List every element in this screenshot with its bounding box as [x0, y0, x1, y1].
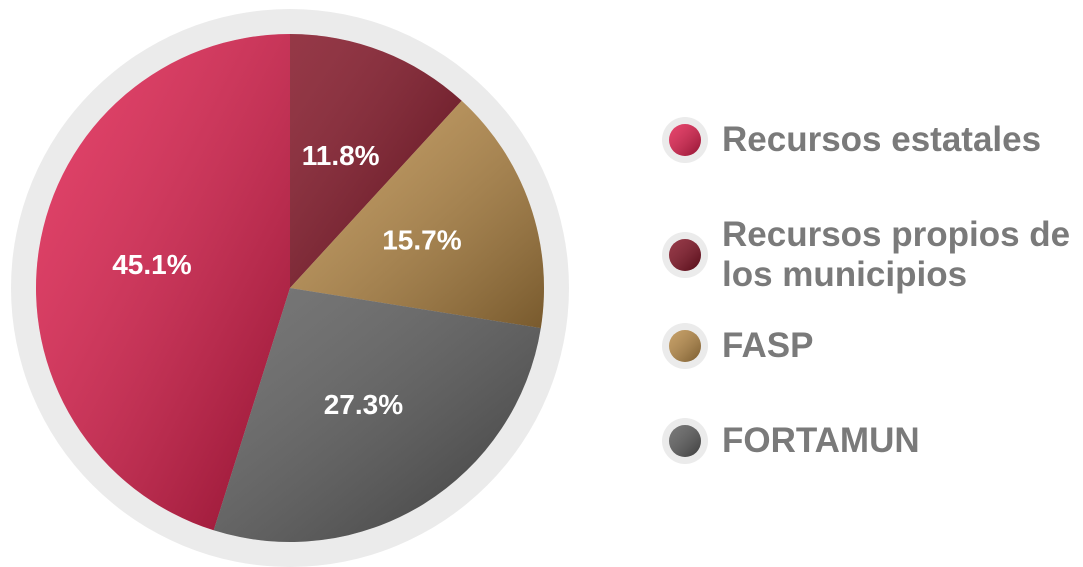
- slice-label: 15.7%: [382, 224, 461, 255]
- legend-marker-shade: [669, 330, 701, 362]
- legend-label: Recursos estatales: [722, 120, 1042, 159]
- legend-label: Recursos propios de los municipios: [722, 215, 1071, 294]
- legend-label: FORTAMUN: [722, 421, 920, 460]
- legend-label: FASP: [722, 326, 814, 365]
- pie-slice-shade: [290, 34, 462, 288]
- legend-marker-shade: [669, 124, 701, 156]
- slice-label: 45.1%: [112, 249, 191, 280]
- pie-slice-shade: [290, 100, 545, 329]
- slice-label: 27.3%: [324, 389, 403, 420]
- legend-marker-shade: [669, 239, 701, 271]
- legend-marker-shade: [669, 425, 701, 457]
- slice-label: 11.8%: [302, 140, 380, 171]
- pie-slice-shade: [35, 34, 290, 531]
- pie-slice-shade: [213, 288, 541, 543]
